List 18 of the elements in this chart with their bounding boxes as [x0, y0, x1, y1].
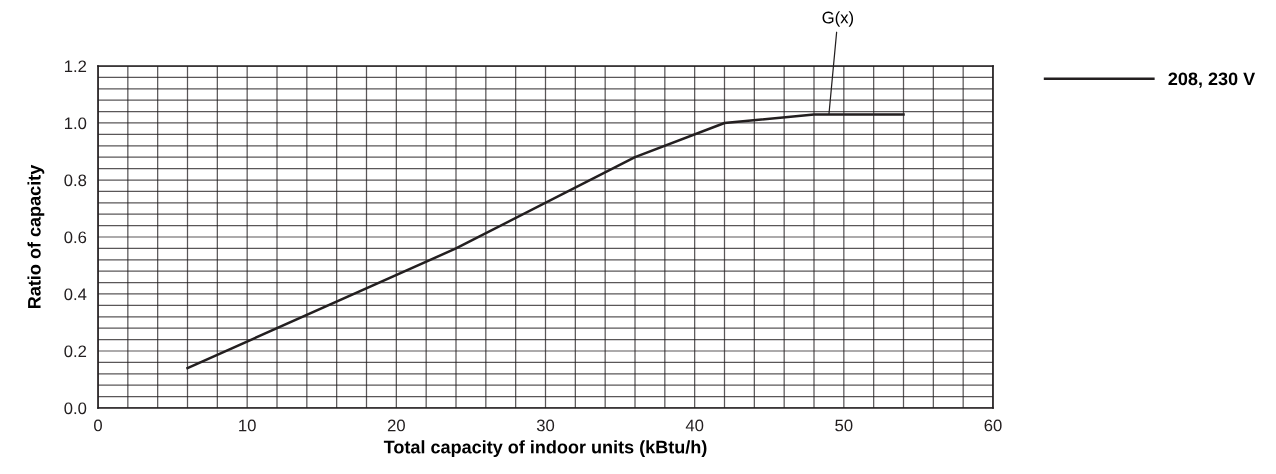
y-tick-label: 0.8 — [64, 174, 87, 187]
x-tick-label: 30 — [536, 419, 555, 432]
x-tick-label: 40 — [685, 419, 704, 432]
x-tick-label: 0 — [94, 419, 102, 432]
text: 208, 230 V — [1168, 72, 1256, 88]
y-tick-label: 0.4 — [64, 288, 87, 301]
x-tick-label: 20 — [387, 419, 405, 432]
x-tick-label: 10 — [239, 419, 256, 432]
y-tick-label: 0.6 — [64, 231, 87, 244]
y-tick-label: 1.0 — [64, 117, 87, 130]
x-tick-label: 50 — [835, 419, 853, 432]
x-tick-label: 60 — [984, 419, 1002, 432]
annotation: G(x) — [822, 11, 854, 27]
y-tick-label: 0.2 — [64, 345, 87, 358]
x-axis-title: Total capacity of indoor units (kBtu/h) — [383, 440, 707, 458]
y-tick-label: 0.0 — [64, 402, 87, 415]
y-axis-title: Ratio of capacity — [27, 164, 45, 309]
y-tick-label: 1.2 — [64, 60, 87, 73]
